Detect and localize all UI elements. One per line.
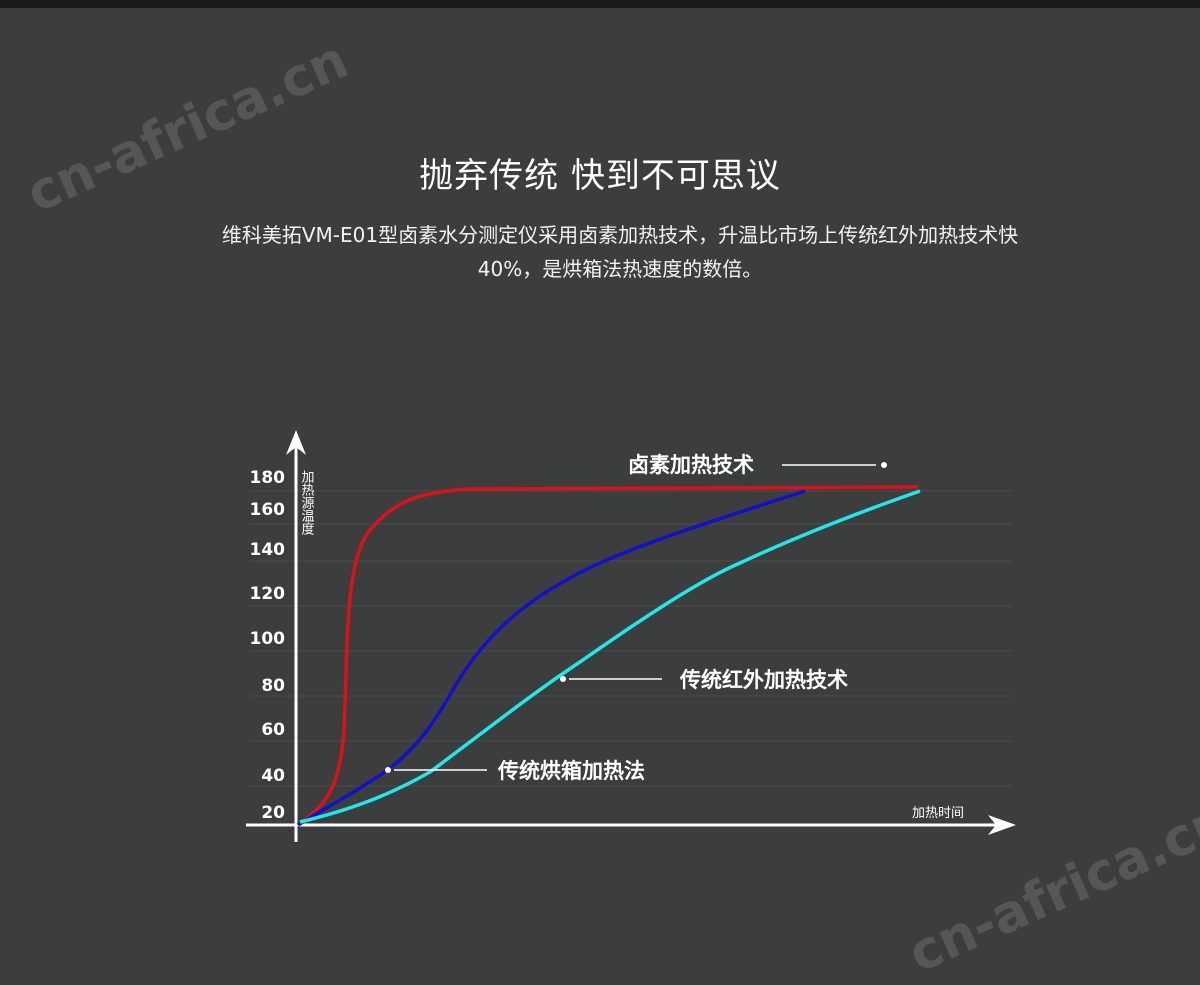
callout-dot: [560, 676, 566, 682]
y-tick-label: 20: [261, 803, 285, 823]
series-line-oven: [297, 489, 806, 827]
top-bar: [0, 0, 1200, 8]
x-axis-arrow-icon: [988, 815, 1016, 835]
page-title: 抛弃传统 快到不可思议: [419, 156, 781, 196]
series-label-infrared: 传统红外加热技术: [679, 668, 848, 692]
callout-dot: [385, 767, 391, 773]
series-label-halogen: 卤素加热技术: [628, 453, 754, 477]
y-tick-label: 60: [261, 720, 285, 740]
callout-dot: [881, 462, 887, 468]
series-label-oven: 传统烘箱加热法: [497, 759, 645, 783]
y-tick-label: 120: [250, 584, 286, 604]
y-tick-label: 160: [250, 500, 286, 520]
y-tick-label: 80: [261, 676, 285, 696]
chart: 180 160 140 120 100 80 60 40 20 加热时间 加热源温度 卤素加热技…: [246, 430, 1016, 842]
x-axis-label: 加热时间: [912, 806, 964, 821]
y-axis-arrow-icon: [286, 430, 306, 455]
series-line-infrared: [299, 489, 921, 824]
y-tick-label: 40: [261, 766, 285, 786]
y-tick-label: 180: [250, 468, 286, 488]
y-axis-label: 加热源温度: [299, 470, 315, 535]
y-tick-label: 140: [250, 540, 286, 560]
series-line-halogen: [296, 485, 919, 827]
y-tick-label: 100: [250, 629, 286, 649]
description: 维科美拓VM-E01型卤素水分测定仪采用卤素加热技术，升温比市场上传统红外加热技…: [221, 223, 1019, 281]
